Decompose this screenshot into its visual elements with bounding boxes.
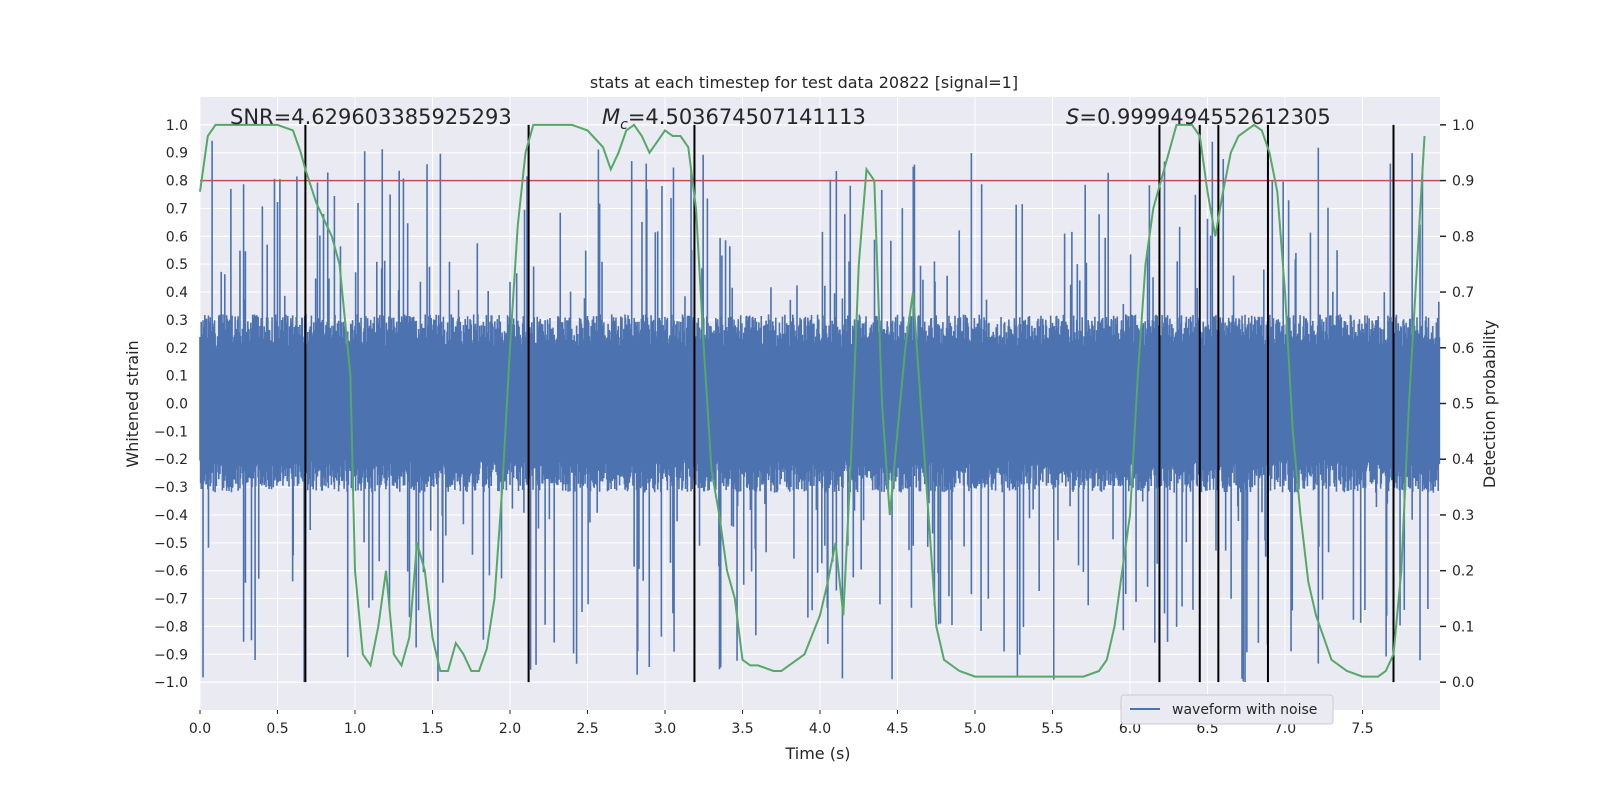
statistic-value: =0.9999494552612305 xyxy=(1079,105,1330,129)
y-tick-label: −0.5 xyxy=(154,536,188,552)
snr-annotation: SNR=4.629603385925293 xyxy=(230,105,512,129)
y2-axis-label: Detection probability xyxy=(1480,320,1499,488)
y2-tick-label: 0.0 xyxy=(1452,675,1474,691)
y-tick-label: 0.8 xyxy=(166,174,188,190)
y2-tick-label: 0.1 xyxy=(1452,619,1474,635)
y2-tick-label: 0.8 xyxy=(1452,229,1474,245)
y2-tick-label: 0.6 xyxy=(1452,341,1474,357)
legend: waveform with noise xyxy=(1120,694,1334,725)
y-tick-label: 0.3 xyxy=(166,313,188,329)
y-tick-label: −0.7 xyxy=(154,592,188,608)
y-tick-label: 0.0 xyxy=(166,397,188,413)
x-tick-label: 0.0 xyxy=(189,721,211,737)
y-tick-label: −0.3 xyxy=(154,480,188,496)
x-tick-label: 7.5 xyxy=(1351,721,1373,737)
x-axis-label: Time (s) xyxy=(784,744,850,763)
x-tick-label: 4.5 xyxy=(886,721,908,737)
y2-tick-label: 1.0 xyxy=(1452,118,1474,134)
x-tick-label: 0.5 xyxy=(266,721,288,737)
y-tick-label: 0.6 xyxy=(166,229,188,245)
x-tick-label: 7.0 xyxy=(1274,721,1296,737)
y-tick-label: −0.8 xyxy=(154,619,188,635)
y2-tick-label: 0.3 xyxy=(1452,508,1474,524)
x-tick-label: 3.5 xyxy=(731,721,753,737)
chirp-mass-annotation: Mc=4.503674507141113 xyxy=(602,105,866,133)
y2-tick-label: 0.2 xyxy=(1452,564,1474,580)
y-tick-label: −0.9 xyxy=(154,647,188,663)
y-tick-label: 0.7 xyxy=(166,201,188,217)
y2-axis-ticks: 1.0 0.9 0.8 0.7 0.6 0.5 0.4 0.3 0.2 0.1 0.0 xyxy=(1440,118,1474,691)
x-tick-label: 6.5 xyxy=(1196,721,1218,737)
chirp-mass-value: =4.503674507141113 xyxy=(628,105,866,129)
y2-tick-label: 0.5 xyxy=(1452,397,1474,413)
y-tick-label: −0.6 xyxy=(154,564,188,580)
y-tick-label: −0.2 xyxy=(154,452,188,468)
waveform-trace xyxy=(199,140,1441,682)
y-axis-ticks: 1.0 0.9 0.8 0.7 0.6 0.5 0.4 0.3 0.2 0.1 0.0 −0.1 −0.… xyxy=(154,118,188,691)
y2-tick-label: 0.7 xyxy=(1452,285,1474,301)
statistic-symbol: S xyxy=(1066,105,1079,129)
y2-tick-label: 0.9 xyxy=(1452,174,1474,190)
y-tick-label: 0.1 xyxy=(166,369,188,385)
legend-label: waveform with noise xyxy=(1172,702,1317,718)
y-axis-label: Whitened strain xyxy=(123,340,142,467)
x-tick-label: 4.0 xyxy=(809,721,831,737)
chirp-mass-subscript: c xyxy=(620,117,628,133)
x-tick-label: 2.5 xyxy=(576,721,598,737)
y2-tick-label: 0.4 xyxy=(1452,452,1474,468)
waveform-series xyxy=(199,140,1441,682)
y-tick-label: −0.1 xyxy=(154,424,188,440)
legend-box xyxy=(1120,694,1334,725)
x-tick-label: 1.0 xyxy=(344,721,366,737)
chirp-mass-symbol: M xyxy=(602,105,620,129)
y-tick-label: −0.4 xyxy=(154,508,188,524)
probability-series xyxy=(199,123,1426,678)
statistic-annotation: S=0.9999494552612305 xyxy=(1066,105,1331,129)
x-tick-label: 1.5 xyxy=(421,721,443,737)
y-tick-label: 0.2 xyxy=(166,341,188,357)
y-tick-label: −1.0 xyxy=(154,675,188,691)
x-tick-label: 5.5 xyxy=(1041,721,1063,737)
x-tick-label: 3.0 xyxy=(654,721,676,737)
x-axis-ticks: 0.0 0.5 1.0 1.5 2.0 2.5 3.0 3.5 4.0 4.5 5.0 5.5 6.0 6… xyxy=(189,710,1374,737)
chart-title: stats at each timestep for test data 208… xyxy=(590,73,1018,92)
x-tick-label: 6.0 xyxy=(1119,721,1141,737)
x-tick-label: 5.0 xyxy=(964,721,986,737)
y-tick-label: 0.9 xyxy=(166,146,188,162)
y-tick-label: 0.5 xyxy=(166,257,188,273)
y-tick-label: 1.0 xyxy=(166,118,188,134)
y-tick-label: 0.4 xyxy=(166,285,188,301)
x-tick-label: 2.0 xyxy=(499,721,521,737)
probability-line xyxy=(199,123,1426,678)
